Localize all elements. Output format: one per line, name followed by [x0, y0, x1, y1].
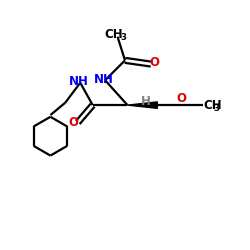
Text: CH: CH [203, 98, 222, 112]
Text: H: H [141, 95, 151, 108]
Text: NH: NH [94, 72, 114, 86]
Text: O: O [150, 56, 160, 69]
Text: O: O [68, 116, 78, 129]
Text: CH: CH [104, 28, 123, 41]
Text: 3: 3 [120, 33, 126, 42]
Text: NH: NH [69, 75, 89, 88]
Text: O: O [176, 92, 186, 105]
Text: 3: 3 [213, 104, 219, 113]
Polygon shape [128, 102, 157, 108]
